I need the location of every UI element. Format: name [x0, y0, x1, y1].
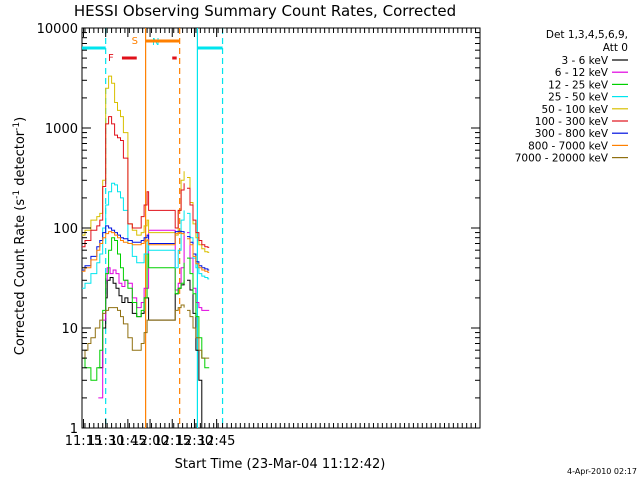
footer-timestamp: 4-Apr-2010 02:17	[567, 467, 637, 476]
legend-header-2: Att 0	[603, 42, 628, 54]
series-line	[187, 177, 210, 253]
observing-flags: NFS	[82, 36, 223, 64]
x-tick-label: 11:45	[109, 434, 146, 449]
y-axis-label-sup: -1	[12, 190, 22, 199]
series-line	[187, 309, 210, 359]
legend-entry-label: 300 - 800 keV	[535, 128, 609, 140]
series-line	[187, 212, 210, 280]
x-tick-label: 12:00	[131, 434, 168, 449]
chart-title: HESSI Observing Summary Count Rates, Cor…	[74, 2, 456, 20]
series-line	[187, 279, 210, 429]
y-axis-label-main: Corrected Count Rate (s	[13, 199, 28, 356]
x-tick-label: 11:30	[87, 434, 124, 449]
x-tick-label: 11:15	[65, 434, 102, 449]
legend-entry-label: 3 - 6 keV	[561, 55, 608, 67]
legend-entry-label: 50 - 100 keV	[541, 104, 608, 116]
y-tick-label: 1	[70, 422, 78, 437]
y-tick-label: 10000	[37, 22, 78, 37]
series-line	[187, 187, 210, 248]
y-tick-label: 100	[53, 222, 78, 237]
series-line	[82, 231, 185, 272]
legend-entry-label: 12 - 25 keV	[548, 79, 609, 91]
y-axis-label-sup2: -1	[12, 122, 22, 131]
series-line	[82, 237, 185, 381]
y-axis-label-tail: detector	[13, 130, 28, 190]
y-tick-label: 10	[61, 322, 78, 337]
legend-entry-label: 6 - 12 keV	[555, 67, 609, 79]
y-axis-label-end: )	[13, 117, 28, 122]
legend-header-1: Det 1,3,4,5,6,9,	[546, 29, 628, 41]
series-line	[82, 116, 185, 248]
y-tick-label: 1000	[45, 122, 78, 137]
legend-entry-label: 7000 - 20000 keV	[515, 153, 609, 165]
legend-entry-label: 25 - 50 keV	[548, 92, 609, 104]
x-tick-label: 12:45	[198, 434, 235, 449]
x-axis-label: Start Time (23-Mar-04 11:12:42)	[175, 457, 386, 472]
series-line	[82, 75, 185, 236]
series-line	[82, 182, 185, 289]
y-axis-label: Corrected Count Rate (s-1 detector-1)	[12, 117, 28, 355]
series-line	[82, 304, 185, 359]
series-lines	[82, 75, 210, 429]
flag-label: F	[108, 53, 114, 64]
flag-label: S	[132, 36, 138, 47]
series-line	[187, 257, 210, 369]
legend-entry-label: 100 - 300 keV	[535, 116, 609, 128]
x-tick-label: 12:30	[176, 434, 213, 449]
legend-entry-label: 800 - 7000 keV	[528, 140, 609, 152]
x-tick-label: 12:15	[154, 434, 191, 449]
time-markers	[105, 28, 224, 428]
series-line	[187, 238, 210, 273]
series-line	[98, 277, 185, 369]
y-axis: 1 10 100 1000 10000	[37, 22, 480, 437]
